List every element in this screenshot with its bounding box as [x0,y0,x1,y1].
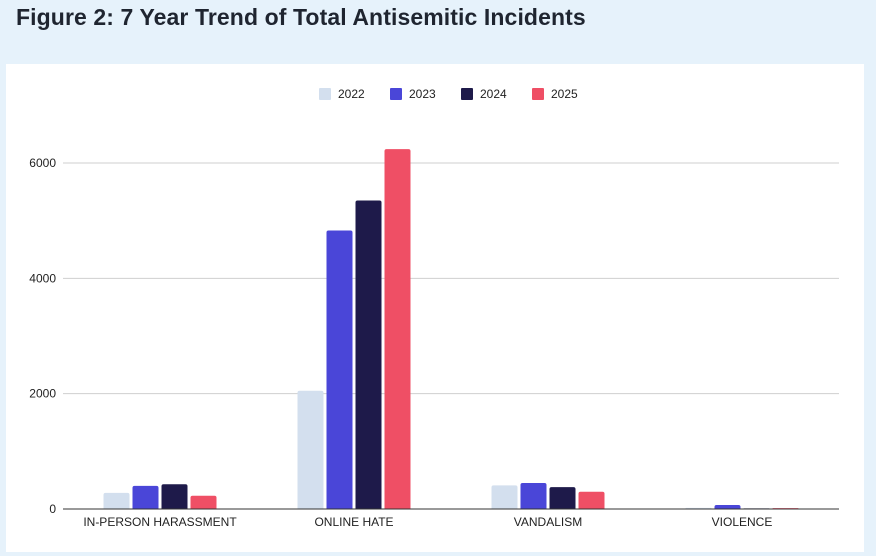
legend-swatch-2023 [390,88,402,100]
legend-label-2024: 2024 [480,87,507,101]
legend-label-2025: 2025 [551,87,578,101]
bar-2025-0 [190,495,217,509]
bar-2023-1 [326,230,353,509]
chart-card: 0 2000 4000 6000 IN-PERSON HARASSMENT ONLINE … [6,64,864,552]
legend-swatch-2025 [532,88,544,100]
bar-2023-2 [520,483,547,509]
x-category-label: IN-PERSON HARASSMENT [83,515,237,529]
bar-2024-2 [549,487,576,509]
figure-title: Figure 2: 7 Year Trend of Total Antisemi… [16,4,586,30]
legend-swatch-2024 [461,88,473,100]
x-category-label: ONLINE HATE [314,515,393,529]
bar-2022-0 [103,492,130,509]
bar-2023-0 [132,485,159,509]
legend-swatch-2022 [319,88,331,100]
bar-2022-2 [491,485,518,509]
bar-2025-1 [384,149,411,509]
y-tick-label: 6000 [29,156,56,170]
legend-label-2022: 2022 [338,87,365,101]
bar-chart: 0 2000 4000 6000 IN-PERSON HARASSMENT ONLINE … [29,87,839,529]
x-category-label: VANDALISM [514,515,582,529]
y-tick-label: 2000 [29,387,56,401]
x-category-label: VIOLENCE [712,515,773,529]
bar-2025-2 [578,491,605,509]
y-tick-label: 4000 [29,271,56,285]
bar-2024-0 [161,484,188,509]
y-tick-label: 0 [49,502,56,516]
bar-2024-1 [355,200,382,509]
legend-label-2023: 2023 [409,87,436,101]
bar-2023-3 [714,504,741,509]
bar-2022-1 [297,390,324,509]
